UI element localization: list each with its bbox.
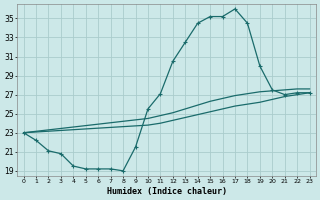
X-axis label: Humidex (Indice chaleur): Humidex (Indice chaleur) <box>107 187 227 196</box>
